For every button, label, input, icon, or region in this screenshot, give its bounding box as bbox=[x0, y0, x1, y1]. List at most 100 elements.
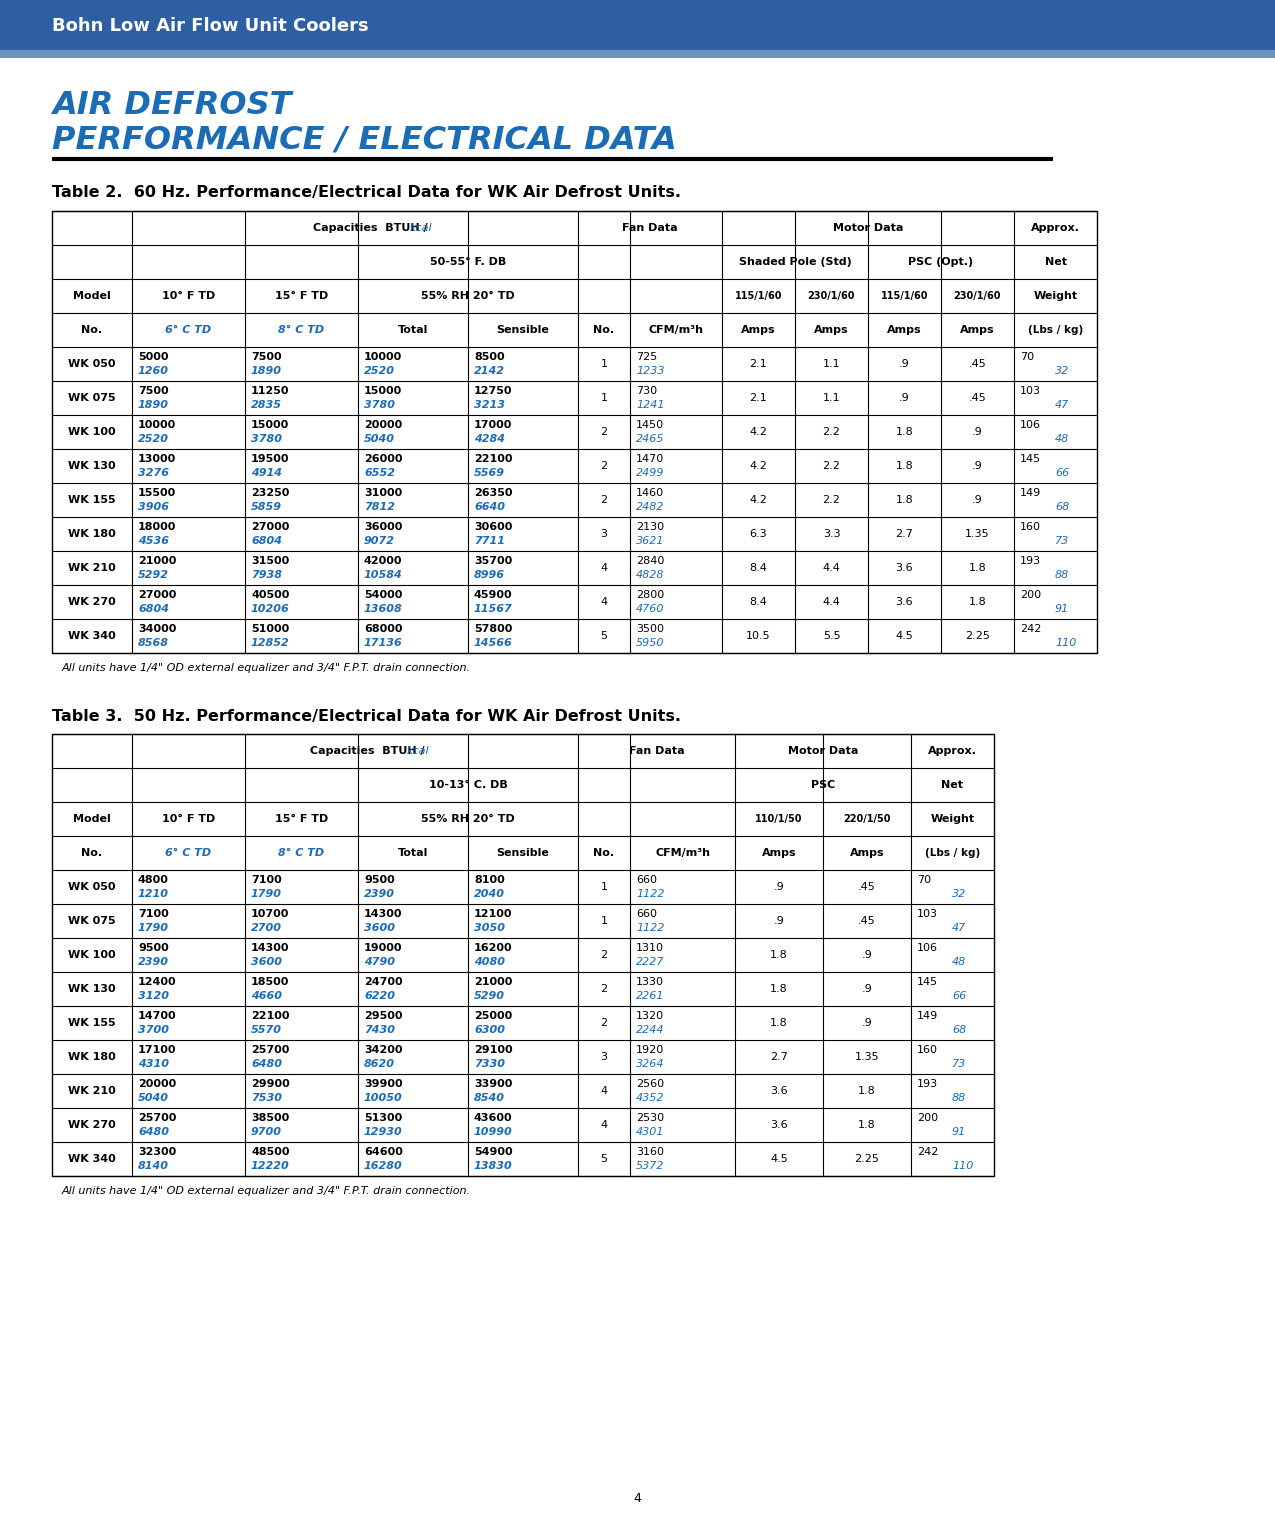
Text: 5859: 5859 bbox=[251, 503, 282, 512]
Text: 50-55° F. DB: 50-55° F. DB bbox=[430, 258, 506, 267]
Text: 31500: 31500 bbox=[251, 556, 289, 567]
Text: 10050: 10050 bbox=[363, 1094, 403, 1103]
Text: 1330: 1330 bbox=[636, 977, 664, 988]
Text: 10.5: 10.5 bbox=[746, 631, 771, 642]
Text: Weight: Weight bbox=[931, 814, 974, 824]
Text: WK 130: WK 130 bbox=[68, 460, 116, 471]
Text: 1122: 1122 bbox=[636, 890, 664, 899]
Text: 31000: 31000 bbox=[363, 488, 402, 498]
Text: 3621: 3621 bbox=[636, 536, 664, 547]
Text: Amps: Amps bbox=[741, 325, 775, 335]
Text: 149: 149 bbox=[1020, 488, 1042, 498]
Text: 4.2: 4.2 bbox=[750, 495, 768, 504]
Text: 1.8: 1.8 bbox=[770, 985, 788, 994]
Text: 8568: 8568 bbox=[138, 639, 170, 649]
Text: 47: 47 bbox=[1054, 401, 1070, 410]
Text: 29100: 29100 bbox=[474, 1045, 513, 1055]
Text: Total: Total bbox=[398, 325, 428, 335]
Text: 220/1/50: 220/1/50 bbox=[843, 814, 891, 824]
Text: 4: 4 bbox=[601, 1087, 608, 1096]
Text: 54000: 54000 bbox=[363, 590, 403, 600]
Text: 9072: 9072 bbox=[363, 536, 395, 547]
Text: 6480: 6480 bbox=[138, 1128, 170, 1137]
Text: 4660: 4660 bbox=[251, 992, 282, 1001]
Text: 7430: 7430 bbox=[363, 1026, 395, 1035]
Bar bbox=[52, 735, 994, 1177]
Text: 4.2: 4.2 bbox=[750, 427, 768, 437]
Text: WK 180: WK 180 bbox=[68, 1052, 116, 1062]
Text: 66: 66 bbox=[952, 992, 966, 1001]
Text: 12750: 12750 bbox=[474, 386, 513, 396]
Text: 25700: 25700 bbox=[138, 1113, 176, 1123]
Text: 8620: 8620 bbox=[363, 1059, 395, 1070]
Text: 145: 145 bbox=[917, 977, 938, 988]
Text: 14700: 14700 bbox=[138, 1012, 177, 1021]
Text: CFM/m³h: CFM/m³h bbox=[655, 847, 710, 858]
Text: CFM/m³h: CFM/m³h bbox=[649, 325, 704, 335]
Text: .9: .9 bbox=[862, 1018, 872, 1029]
Text: WK 100: WK 100 bbox=[68, 427, 116, 437]
Text: 6804: 6804 bbox=[251, 536, 282, 547]
Text: 230/1/60: 230/1/60 bbox=[808, 291, 856, 302]
Text: 12400: 12400 bbox=[138, 977, 177, 988]
Text: kcal: kcal bbox=[407, 747, 430, 756]
Text: 8140: 8140 bbox=[138, 1161, 170, 1172]
Text: 2040: 2040 bbox=[474, 890, 505, 899]
Text: WK 155: WK 155 bbox=[68, 495, 116, 504]
Text: 193: 193 bbox=[917, 1079, 938, 1090]
Text: 38500: 38500 bbox=[251, 1113, 289, 1123]
Text: .9: .9 bbox=[972, 460, 983, 471]
Text: WK 075: WK 075 bbox=[68, 916, 116, 927]
Text: Amps: Amps bbox=[849, 847, 885, 858]
Text: 91: 91 bbox=[952, 1128, 966, 1137]
Text: 1470: 1470 bbox=[636, 454, 664, 465]
Text: 2482: 2482 bbox=[636, 503, 664, 512]
Text: 5570: 5570 bbox=[251, 1026, 282, 1035]
Text: .45: .45 bbox=[969, 393, 987, 402]
Text: 11567: 11567 bbox=[474, 605, 513, 614]
Text: 8500: 8500 bbox=[474, 352, 505, 363]
Text: 8.4: 8.4 bbox=[750, 597, 768, 607]
Text: 32: 32 bbox=[1054, 366, 1070, 376]
Text: 1.35: 1.35 bbox=[854, 1052, 880, 1062]
Text: Fan Data: Fan Data bbox=[622, 223, 678, 233]
Text: 10584: 10584 bbox=[363, 570, 403, 581]
Text: WK 210: WK 210 bbox=[68, 1087, 116, 1096]
Text: 42000: 42000 bbox=[363, 556, 403, 567]
Text: 29900: 29900 bbox=[251, 1079, 289, 1090]
Text: 1920: 1920 bbox=[636, 1045, 664, 1055]
Text: .9: .9 bbox=[862, 985, 872, 994]
Text: 15000: 15000 bbox=[251, 421, 289, 430]
Text: 13000: 13000 bbox=[138, 454, 176, 465]
Text: 7500: 7500 bbox=[251, 352, 282, 363]
Text: 26000: 26000 bbox=[363, 454, 403, 465]
Text: 54900: 54900 bbox=[474, 1148, 513, 1157]
Text: 9500: 9500 bbox=[138, 943, 168, 952]
Text: 160: 160 bbox=[917, 1045, 938, 1055]
Text: 6804: 6804 bbox=[138, 605, 170, 614]
Text: 48500: 48500 bbox=[251, 1148, 289, 1157]
Text: 3700: 3700 bbox=[138, 1026, 170, 1035]
Text: 34200: 34200 bbox=[363, 1045, 403, 1055]
Text: 1.8: 1.8 bbox=[969, 597, 987, 607]
Text: 68000: 68000 bbox=[363, 625, 403, 634]
Text: 6.3: 6.3 bbox=[750, 529, 768, 539]
Text: PSC: PSC bbox=[811, 780, 835, 789]
Text: .45: .45 bbox=[858, 916, 876, 927]
Text: 2244: 2244 bbox=[636, 1026, 664, 1035]
Text: 14566: 14566 bbox=[474, 639, 513, 649]
Text: 4: 4 bbox=[601, 1120, 608, 1129]
Text: 91: 91 bbox=[1054, 605, 1070, 614]
Text: 10700: 10700 bbox=[251, 910, 289, 919]
Text: 23250: 23250 bbox=[251, 488, 289, 498]
Text: 2.25: 2.25 bbox=[965, 631, 989, 642]
Text: 1320: 1320 bbox=[636, 1012, 664, 1021]
Text: 2227: 2227 bbox=[636, 957, 664, 968]
Text: .45: .45 bbox=[858, 882, 876, 892]
Bar bbox=[0, 0, 1275, 50]
Text: 4: 4 bbox=[601, 562, 608, 573]
Text: 68: 68 bbox=[1054, 503, 1070, 512]
Text: 7330: 7330 bbox=[474, 1059, 505, 1070]
Text: 6° C TD: 6° C TD bbox=[166, 847, 212, 858]
Text: 5040: 5040 bbox=[363, 434, 395, 445]
